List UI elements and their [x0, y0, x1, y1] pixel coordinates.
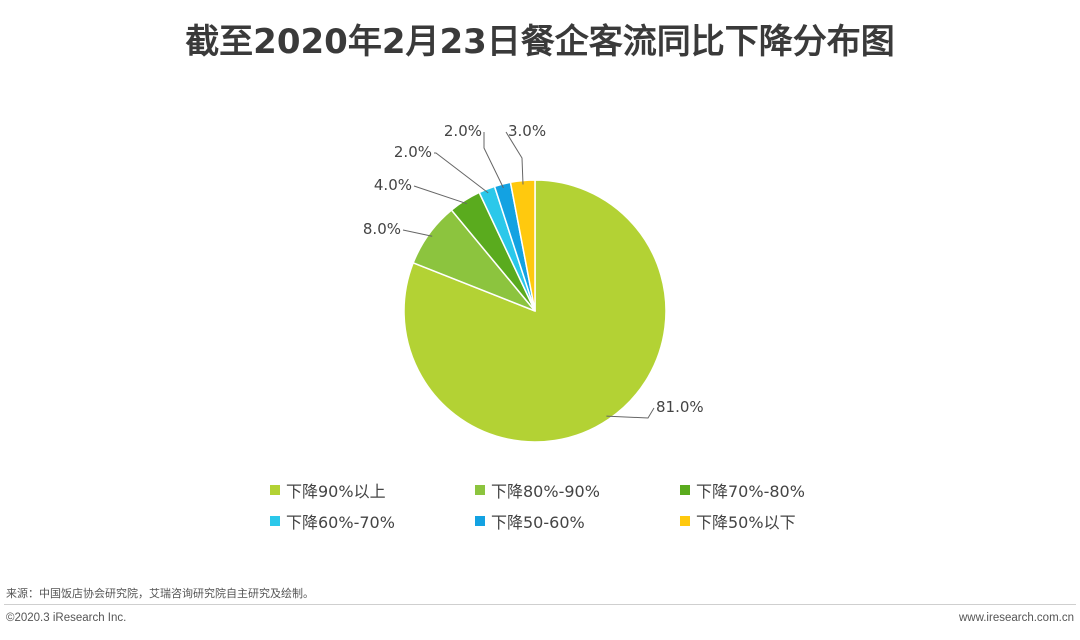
copyright-text: ©2020.3 iResearch Inc. [6, 612, 127, 624]
legend-item-2: 下降80%-90% [475, 478, 600, 502]
leader-line-3 [413, 185, 468, 205]
legend-item-5: 下降50-60% [475, 509, 585, 533]
data-label-6: 3.0% [508, 122, 546, 140]
legend-swatch [475, 516, 485, 526]
leader-line-2 [402, 229, 433, 237]
data-label-1: 81.0% [656, 398, 704, 416]
leader-line-6 [505, 131, 524, 185]
legend-swatch [270, 516, 280, 526]
legend-label: 下降90%以上 [286, 482, 386, 501]
legend-item-4: 下降60%-70% [270, 509, 395, 533]
leader-lines [402, 131, 655, 419]
data-label-2: 8.0% [363, 220, 401, 238]
legend-label: 下降60%-70% [286, 513, 395, 532]
legend-item-6: 下降50%以下 [680, 509, 796, 533]
legend-label: 下降70%-80% [696, 482, 805, 501]
pie-slices [403, 179, 667, 443]
legend-swatch [270, 485, 280, 495]
legend-swatch [680, 485, 690, 495]
legend-label: 下降80%-90% [491, 482, 600, 501]
legend-label: 下降50-60% [491, 513, 585, 532]
leader-line-5 [483, 132, 504, 189]
leader-line-1 [606, 407, 655, 419]
legend-label: 下降50%以下 [696, 513, 796, 532]
data-label-3: 4.0% [374, 176, 412, 194]
legend-item-3: 下降70%-80% [680, 478, 805, 502]
legend-swatch [475, 485, 485, 495]
legend-item-1: 下降90%以上 [270, 478, 386, 502]
chart-title: 截至2020年2月23日餐企客流同比下降分布图 [185, 22, 895, 62]
data-label-5: 2.0% [444, 122, 482, 140]
legend-swatch [680, 516, 690, 526]
pie-slice-1 [403, 179, 667, 443]
source-note: 来源：中国饭店协会研究院，艾瑞咨询研究院自主研究及绘制。 [6, 587, 314, 600]
website-link[interactable]: www.iresearch.com.cn [958, 612, 1074, 624]
footer-divider [4, 604, 1076, 605]
data-label-4: 2.0% [394, 143, 432, 161]
data-labels: 81.0% 8.0% 4.0% 2.0% 2.0% 3.0% [363, 122, 704, 416]
leader-line-4 [434, 152, 489, 194]
